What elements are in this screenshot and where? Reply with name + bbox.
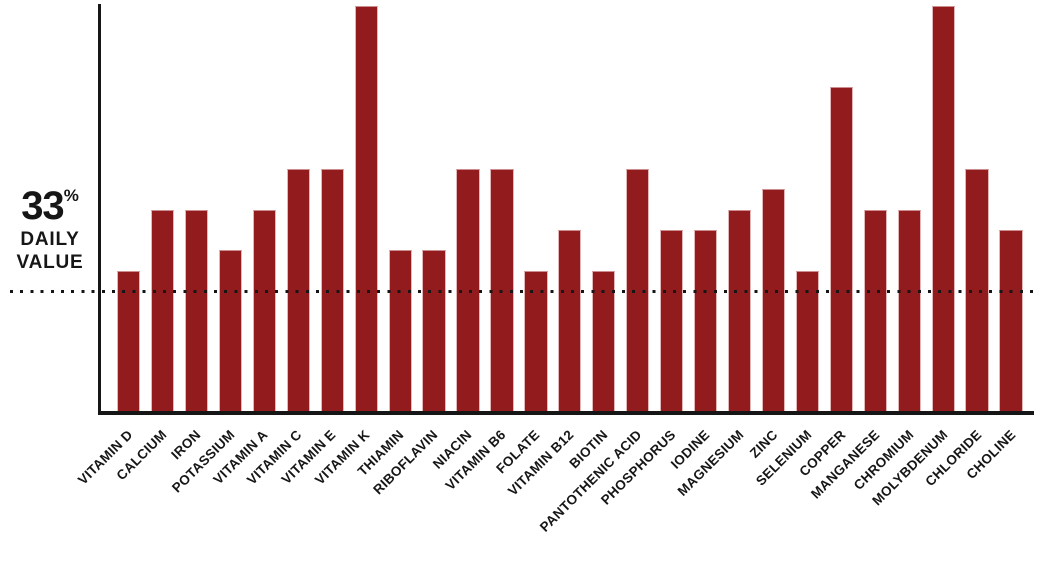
- bar-magnesium: [727, 209, 752, 413]
- x-axis: [98, 411, 1034, 415]
- percent-sign: %: [63, 186, 79, 205]
- bar-vitamin-a: [252, 209, 277, 413]
- bar-vitamin-b12: [558, 229, 582, 413]
- bar-vitamin-d: [117, 270, 141, 413]
- reference-value-text-line1: DAILY: [20, 229, 80, 250]
- bar-molybdenum: [931, 6, 955, 413]
- bar-vitamin-k: [354, 6, 378, 413]
- y-axis: [98, 4, 101, 414]
- bar-selenium: [795, 270, 820, 413]
- bar-choline: [999, 229, 1023, 413]
- bar-copper: [829, 87, 853, 413]
- bar-iodine: [693, 229, 718, 413]
- reference-dotted-line: [10, 290, 1038, 293]
- bar-biotin: [592, 270, 616, 413]
- bar-phosphorus: [660, 229, 684, 413]
- bar-folate: [524, 270, 548, 413]
- bar-calcium: [150, 209, 175, 413]
- bar-chromium: [897, 209, 921, 413]
- bar-iron: [184, 209, 209, 413]
- bar-manganese: [863, 209, 887, 413]
- reference-value-text-line2: VALUE: [16, 252, 84, 273]
- reference-value-label: 33% DAILY VALUE: [6, 186, 94, 272]
- bars-container: [117, 5, 1023, 413]
- bar-zinc: [761, 189, 786, 413]
- reference-value-number: 33%: [21, 184, 79, 228]
